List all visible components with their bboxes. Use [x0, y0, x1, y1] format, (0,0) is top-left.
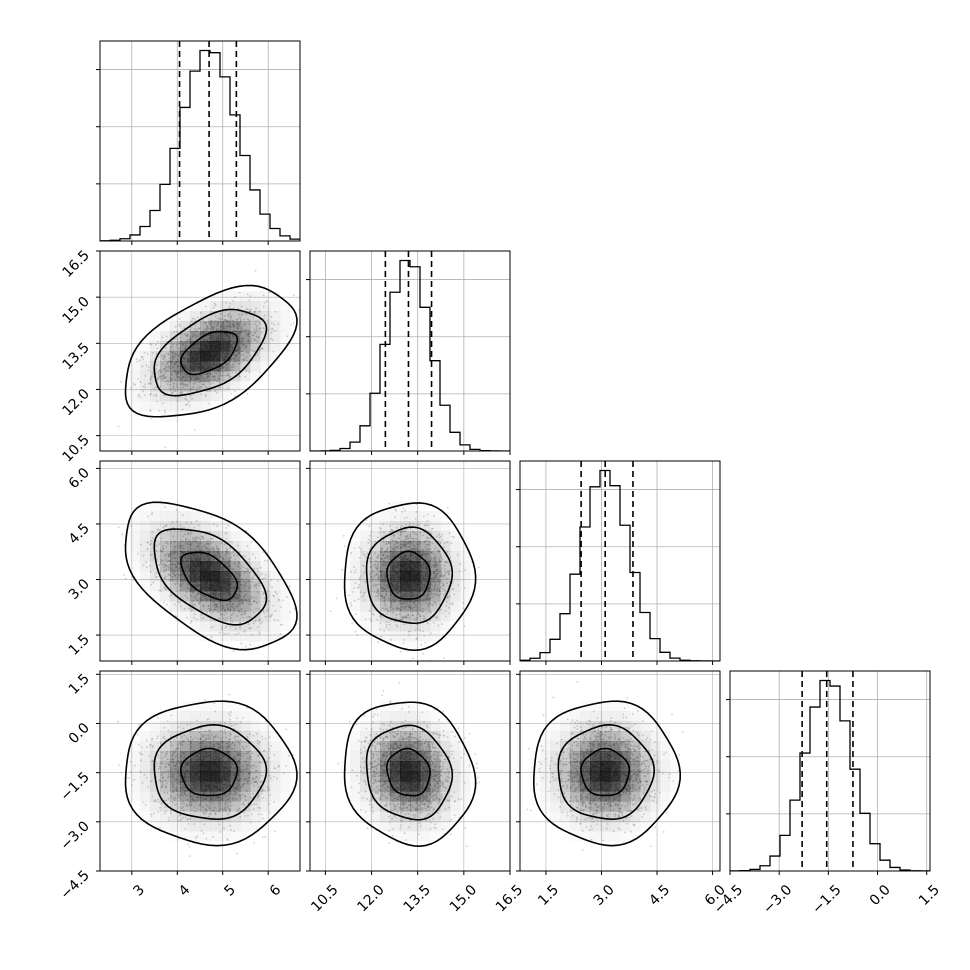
- x-tick-label: 15.0: [447, 882, 480, 915]
- panel-frame: [309, 250, 511, 452]
- panel-2-0-content: [100, 461, 300, 661]
- panel-3-1: [306, 670, 511, 875]
- panel-frame: [99, 670, 301, 872]
- panel-3-0-content: [100, 671, 300, 871]
- panel-2-2: [516, 460, 721, 665]
- panel-frame: [99, 460, 301, 662]
- contour-2-1-1: [365, 526, 454, 625]
- y-tick-label: 16.5: [59, 248, 92, 281]
- contour-3-0-1: [153, 724, 268, 820]
- contour-1-0-2: [124, 284, 298, 418]
- density-cells-2-1: [350, 511, 471, 642]
- panel-frame: [309, 670, 511, 872]
- panel-frame: [519, 670, 721, 872]
- histogram-2: [520, 469, 720, 661]
- contour-2-0-0: [180, 551, 239, 602]
- x-tick-label: 13.5: [401, 882, 434, 915]
- panel-frame: [99, 40, 301, 242]
- x-tick-label: −1.5: [809, 882, 844, 917]
- y-tick-label: −3.0: [57, 818, 92, 853]
- contour-2-1-2: [343, 502, 477, 652]
- contour-3-0-2: [124, 700, 298, 847]
- panel-1-0-content: [100, 251, 300, 451]
- x-tick-label: −3.0: [760, 882, 795, 917]
- panel-2-1: [306, 460, 511, 665]
- panel-3-1-content: [310, 671, 510, 871]
- panel-3-0: [96, 670, 301, 875]
- x-tick-label: 12.0: [354, 882, 387, 915]
- density-cells-3-2: [540, 711, 671, 832]
- panel-2-2-content: [520, 461, 720, 661]
- contour-2-0-2: [124, 501, 298, 651]
- x-tick-label: 4: [176, 882, 194, 900]
- y-tick-label: 1.5: [66, 671, 93, 698]
- contour-2-1-0: [386, 550, 431, 600]
- histogram-3: [730, 679, 930, 871]
- panel-3-3-content: [730, 671, 930, 871]
- panel-0-0: [96, 40, 301, 245]
- y-tick-label: −4.5: [57, 868, 92, 903]
- density-cells-1-0: [130, 291, 281, 412]
- y-tick-label: −1.5: [57, 769, 92, 804]
- y-tick-label: 0.0: [66, 720, 93, 747]
- contour-3-1-0: [386, 747, 431, 797]
- panel-1-0: [96, 250, 301, 455]
- panel-frame: [99, 250, 301, 452]
- panel-frame: [519, 460, 721, 662]
- panel-frame: [309, 460, 511, 662]
- y-tick-label: 3.0: [66, 576, 93, 603]
- y-tick-label: 1.5: [66, 632, 93, 659]
- x-tick-label: 0.0: [867, 882, 894, 909]
- contour-3-1-1: [365, 724, 454, 821]
- y-tick-label: 12.0: [59, 386, 92, 419]
- x-tick-label: 1.5: [916, 882, 943, 909]
- density-cells-2-0: [130, 511, 281, 642]
- y-tick-label: 15.0: [59, 294, 92, 327]
- contour-3-2-0: [580, 747, 631, 797]
- contour-3-1-2: [343, 701, 477, 847]
- y-tick-label: 6.0: [66, 465, 93, 492]
- panel-2-0: [96, 460, 301, 665]
- contour-1-0-0: [180, 330, 239, 376]
- panel-1-1: [306, 250, 511, 455]
- contour-2-0-1: [153, 528, 268, 626]
- contour-1-0-1: [153, 308, 268, 397]
- x-tick-label: 3: [130, 882, 148, 900]
- x-tick-label: 6: [267, 882, 285, 900]
- x-tick-label: 3.0: [591, 882, 618, 909]
- panel-1-1-content: [310, 251, 510, 451]
- panel-2-1-content: [310, 461, 510, 661]
- x-tick-label: 10.5: [308, 882, 341, 915]
- x-tick-label: 1.5: [535, 882, 562, 909]
- contour-3-2-2: [533, 700, 682, 847]
- x-tick-label: 16.5: [493, 882, 526, 915]
- panel-3-2: [516, 670, 721, 875]
- panel-3-2-content: [520, 671, 720, 871]
- y-tick-label: 4.5: [66, 520, 93, 547]
- y-tick-label: 13.5: [59, 340, 92, 373]
- contour-3-2-1: [557, 724, 655, 820]
- histogram-1: [310, 259, 510, 451]
- panel-0-0-content: [100, 41, 300, 241]
- contour-3-0-0: [180, 747, 239, 797]
- panel-frame: [729, 670, 931, 872]
- y-tick-label: 10.5: [59, 432, 92, 465]
- panel-3-3: [726, 670, 931, 875]
- x-tick-label: 4.5: [646, 882, 673, 909]
- panels-layer: 3 4 5 6 10.5 12.0 13.5 15.0 16.5 1.5 3.0 4.5 6.0 −4.5…: [57, 40, 943, 917]
- x-tick-label: 5: [221, 882, 239, 900]
- histogram-0: [100, 49, 300, 241]
